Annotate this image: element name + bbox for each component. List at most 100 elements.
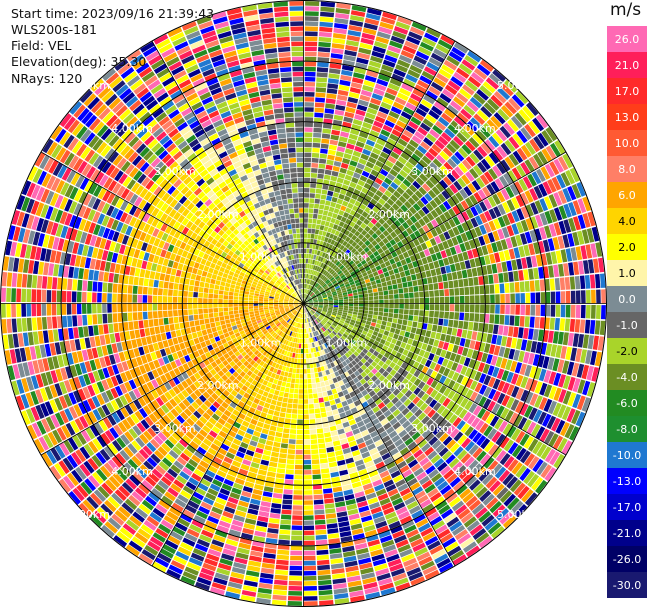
velocity-gate [343,294,348,298]
velocity-gate [304,51,317,57]
velocity-gate [318,299,323,302]
velocity-gate [158,280,164,288]
velocity-gate [544,210,553,224]
velocity-gate [279,184,286,190]
velocity-gate [199,319,205,325]
velocity-gate [288,255,292,261]
velocity-gate [415,272,422,280]
velocity-gate [381,281,387,287]
velocity-gate [360,126,371,134]
velocity-gate [291,56,304,62]
velocity-gate [499,175,509,188]
velocity-gate [304,81,316,87]
velocity-gate [258,131,268,138]
velocity-gate [405,209,413,218]
velocity-gate [485,77,500,90]
velocity-gate [419,297,425,304]
velocity-gate [293,81,304,87]
velocity-gate [343,54,356,62]
velocity-gate [554,140,566,155]
velocity-gate [303,248,307,254]
velocity-gate [212,59,226,68]
velocity-gate [310,259,313,264]
velocity-gate [313,122,323,128]
velocity-gate [208,298,213,303]
velocity-gate [319,199,326,205]
velocity-gate [382,286,388,291]
velocity-gate [520,293,526,304]
velocity-gate [301,258,304,264]
velocity-gate [483,275,489,285]
velocity-gate [142,286,148,295]
velocity-gate [245,118,256,126]
velocity-gate [493,91,507,104]
velocity-gate [560,291,566,304]
velocity-gate [250,160,259,167]
velocity-gate [301,253,304,259]
velocity-gate [465,208,474,219]
velocity-gate [298,198,304,203]
velocity-gate [303,238,307,243]
velocity-gate [474,257,481,267]
velocity-gate [158,318,164,326]
velocity-gate [454,151,465,162]
velocity-gate [390,151,400,160]
velocity-gate [244,167,253,174]
velocity-gate [261,27,275,34]
velocity-gate [305,289,308,294]
velocity-gate [276,200,283,206]
velocity-gate [36,317,43,330]
velocity-gate [354,145,363,153]
velocity-gate [522,105,535,120]
velocity-gate [464,287,470,295]
velocity-gate [280,153,289,159]
velocity-gate [339,79,351,87]
velocity-gate [246,81,258,89]
velocity-gate [203,303,208,309]
velocity-gate [242,67,255,74]
velocity-gate [440,266,447,275]
velocity-gate [578,260,585,275]
velocity-gate [328,261,333,267]
velocity-gate [349,221,356,228]
velocity-gate [362,253,369,259]
velocity-gate [384,92,396,101]
velocity-gate [318,31,332,38]
velocity-gate [193,286,199,292]
velocity-gate [301,294,303,299]
velocity-gate [271,201,278,208]
velocity-gate [169,324,175,331]
velocity-gate [291,265,295,270]
velocity-gate [264,114,275,121]
velocity-gate [167,303,173,310]
velocity-gate [71,291,77,303]
velocity-gate [356,262,363,268]
velocity-gate [463,104,476,116]
velocity-gate [317,173,324,179]
velocity-gate [395,199,404,208]
velocity-gate [249,292,255,296]
velocity-gate [446,272,453,281]
velocity-gate [500,188,510,201]
velocity-gate [417,145,428,155]
velocity-gate [372,45,386,54]
velocity-gate [151,263,158,272]
velocity-gate [317,62,329,68]
velocity-gate [302,299,304,304]
velocity-gate [389,299,394,304]
velocity-gate [368,273,374,279]
velocity-gate [327,78,339,84]
velocity-gate [397,283,403,289]
velocity-gate [281,77,292,83]
velocity-gate [319,26,333,33]
velocity-gate [219,35,233,44]
velocity-gate [51,290,57,303]
velocity-gate [487,98,500,111]
velocity-gate [298,268,301,274]
velocity-gate [332,33,347,40]
velocity-gate [328,283,333,287]
velocity-gate [386,138,397,147]
velocity-gate [132,303,137,312]
velocity-gate [408,120,419,130]
velocity-gate [305,21,319,27]
